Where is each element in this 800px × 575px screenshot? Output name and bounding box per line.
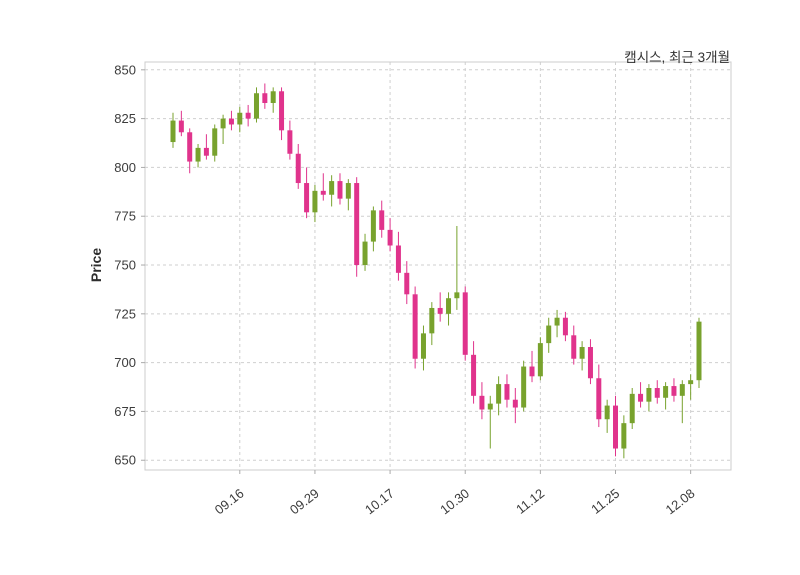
candle-body-down — [512, 399, 518, 408]
x-tick-label: 12.08 — [663, 486, 698, 518]
candle-body-down — [337, 181, 343, 199]
plot-border — [144, 61, 732, 471]
candle-body-up — [629, 393, 635, 424]
candle-body-up — [696, 321, 702, 381]
candle-body-up — [446, 298, 452, 314]
x-tick-label: 11.25 — [588, 486, 622, 517]
candle-body-down — [671, 386, 677, 396]
y-tick-label: 650 — [114, 453, 136, 468]
y-tick-label: 700 — [114, 355, 136, 370]
candle-body-up — [537, 343, 543, 377]
candle-body-up — [429, 307, 435, 334]
candle-body-up — [195, 147, 201, 162]
candle-body-up — [362, 241, 368, 266]
candle-body-down — [504, 384, 510, 400]
candle-body-up — [663, 386, 669, 398]
candle-body-up — [487, 403, 493, 410]
candle-body-down — [379, 210, 385, 230]
candle-body-up — [212, 128, 218, 156]
candle-body-up — [688, 380, 694, 385]
candle-body-down — [412, 294, 418, 359]
candle-body-up — [679, 384, 685, 396]
y-axis-label: Price — [88, 247, 104, 283]
chart-title: 캠시스, 최근 3개월 — [624, 50, 730, 65]
candle-body-down — [654, 388, 660, 398]
candle-body-up — [270, 91, 276, 103]
candle-body-down — [404, 272, 410, 295]
candle-body-down — [387, 229, 393, 246]
y-tick-label: 675 — [114, 404, 136, 419]
candle-body-down — [462, 292, 468, 355]
x-tick-label: 10.17 — [362, 486, 397, 518]
candle-body-down — [571, 335, 577, 359]
candle-body-down — [471, 354, 477, 396]
y-tick-label: 725 — [114, 306, 136, 321]
candle-body-up — [345, 183, 351, 199]
candle-body-down — [320, 190, 326, 195]
candle-body-down — [587, 347, 593, 379]
y-tick-label: 775 — [114, 209, 136, 224]
candle-body-down — [178, 120, 184, 133]
candle-body-up — [312, 190, 318, 213]
y-tick-label: 850 — [114, 62, 136, 77]
candle-body-down — [262, 93, 268, 103]
x-tick-label: 09.16 — [212, 486, 247, 518]
candle-body-up — [420, 333, 426, 359]
candle-body-down — [354, 183, 360, 266]
candle-body-down — [638, 393, 644, 402]
candle-body-up — [621, 423, 627, 449]
candle-body-down — [304, 183, 310, 213]
candle-body-down — [228, 118, 234, 125]
y-tick-label: 750 — [114, 258, 136, 273]
candle-body-up — [220, 118, 226, 129]
candle-body-down — [596, 378, 602, 420]
candle-body-down — [562, 317, 568, 336]
candle-body-up — [496, 384, 502, 404]
candle-body-down — [529, 366, 535, 377]
candle-body-up — [370, 210, 376, 242]
y-tick-label: 825 — [114, 111, 136, 126]
x-tick-label: 10.30 — [437, 486, 472, 518]
candle-body-up — [521, 366, 527, 408]
candle-body-up — [579, 347, 585, 359]
candle-body-up — [237, 112, 243, 125]
candle-body-down — [279, 91, 285, 131]
x-tick-label: 09.29 — [287, 486, 322, 518]
candle-body-up — [546, 325, 552, 344]
candle-body-down — [203, 147, 209, 156]
x-tick-label: 11.12 — [513, 486, 547, 517]
candle-body-down — [479, 395, 485, 410]
candle-body-up — [554, 317, 560, 326]
candle-body-down — [613, 405, 619, 449]
candle-body-up — [253, 93, 259, 119]
candle-body-up — [329, 181, 335, 195]
candle-body-up — [646, 388, 652, 402]
candle-body-up — [604, 405, 610, 420]
candle-body-down — [287, 130, 293, 154]
y-tick-label: 800 — [114, 160, 136, 175]
candle-body-down — [245, 112, 251, 119]
candle-body-up — [454, 292, 460, 299]
candle-body-down — [187, 132, 193, 162]
candle-body-down — [437, 307, 443, 314]
candle-body-up — [170, 120, 176, 143]
candle-body-down — [395, 245, 401, 273]
candle-body-down — [295, 153, 301, 184]
